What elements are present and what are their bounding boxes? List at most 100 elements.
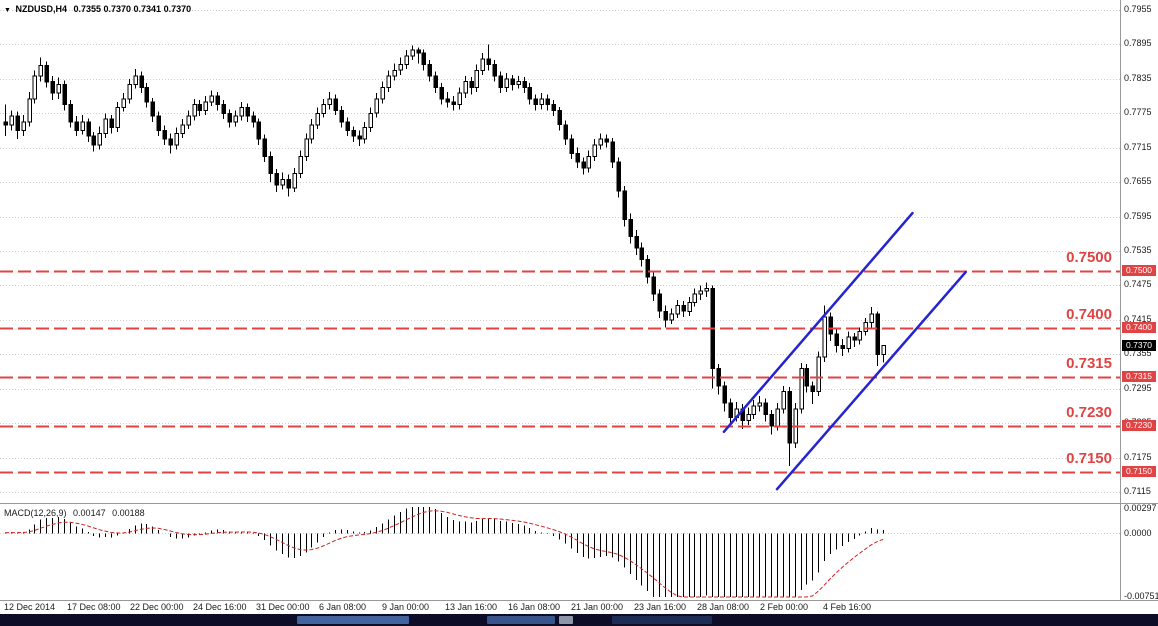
- candle-body: [651, 276, 656, 295]
- candle-body: [50, 81, 55, 94]
- candle-body: [628, 218, 633, 238]
- trend-channel-line[interactable]: [722, 211, 914, 434]
- candle-body: [197, 104, 202, 111]
- candle-body: [681, 305, 686, 312]
- time-axis-label: 17 Dec 08:00: [67, 602, 121, 612]
- candle-body: [592, 144, 597, 157]
- macd-tick-label: 0.00297: [1124, 502, 1157, 513]
- candle-body: [557, 109, 562, 126]
- candle-body: [315, 112, 320, 126]
- time-axis-label: 2 Feb 00:00: [760, 602, 809, 612]
- price-tick-label: 0.7175: [1124, 451, 1152, 462]
- candle-body: [309, 124, 314, 140]
- candle-body: [351, 130, 356, 137]
- candle-body: [634, 236, 639, 249]
- candle-body: [150, 101, 155, 117]
- candle-body: [692, 293, 697, 304]
- price-tick-label: 0.7715: [1124, 141, 1152, 152]
- taskbar-item[interactable]: [559, 616, 573, 624]
- candle-body: [804, 368, 809, 387]
- time-axis-label: 21 Jan 00:00: [571, 602, 624, 612]
- taskbar-item[interactable]: [487, 616, 555, 624]
- level-label: 0.7230: [1066, 404, 1112, 422]
- candle-body: [427, 64, 432, 77]
- candle-body: [598, 138, 603, 146]
- candle-body: [186, 115, 191, 126]
- candle-body: [62, 84, 67, 106]
- candle-body: [569, 138, 574, 154]
- candle-body: [144, 87, 149, 103]
- candle-body: [133, 75, 138, 86]
- time-axis-label: 6 Jan 08:00: [319, 602, 367, 612]
- candle-body: [433, 75, 438, 88]
- price-tick-label: 0.7835: [1124, 72, 1152, 83]
- price-tick-label: 0.7595: [1124, 210, 1152, 221]
- candle-body: [139, 75, 144, 88]
- time-axis-label: 24 Dec 16:00: [193, 602, 247, 612]
- candle-body: [746, 414, 751, 421]
- level-label: 0.7150: [1066, 449, 1112, 467]
- candle-body: [127, 84, 132, 100]
- candle-body: [616, 161, 621, 192]
- candle-body: [327, 98, 332, 106]
- price-tick-label: 0.7955: [1124, 4, 1152, 14]
- taskbar-item[interactable]: [297, 616, 409, 624]
- candle-body: [368, 112, 373, 129]
- candle-body: [722, 385, 727, 404]
- price-tick-label: 0.7895: [1124, 38, 1152, 49]
- taskbar-item[interactable]: [612, 616, 712, 624]
- candle-body: [457, 92, 462, 106]
- candle-body: [180, 124, 185, 134]
- candle-body: [374, 98, 379, 114]
- candle-body: [162, 130, 167, 140]
- candle-body: [80, 121, 85, 132]
- candle-body: [239, 107, 244, 117]
- candle-body: [445, 98, 450, 103]
- level-price-tag: 0.7230: [1122, 420, 1156, 432]
- candle-body: [492, 64, 497, 77]
- time-axis-label: 23 Jan 16:00: [634, 602, 687, 612]
- candle-body: [510, 78, 515, 86]
- candle-body: [439, 87, 444, 100]
- candle-body: [68, 104, 73, 123]
- candle-body: [262, 138, 267, 157]
- time-axis-label: 12 Dec 2014: [4, 602, 56, 612]
- price-tick-label: 0.7655: [1124, 176, 1152, 187]
- candle-body: [663, 310, 668, 321]
- level-price-tag: 0.7500: [1122, 265, 1156, 277]
- symbol-marker-icon: ▼: [4, 7, 11, 14]
- trend-channel-line[interactable]: [775, 270, 967, 491]
- candle-body: [245, 107, 250, 117]
- candle-body: [274, 173, 279, 186]
- candle-body: [787, 391, 792, 444]
- candle-body: [486, 58, 491, 65]
- price-tick-label: 0.7415: [1124, 313, 1152, 324]
- macd-signal-value: 0.00188: [112, 508, 145, 518]
- candle-body: [268, 155, 273, 175]
- candle-body: [91, 135, 96, 146]
- candle-body: [15, 115, 20, 131]
- candle-body: [498, 75, 503, 88]
- candle-body: [451, 101, 456, 106]
- candle-body: [639, 247, 644, 261]
- candle-body: [298, 155, 303, 175]
- candle-body: [404, 55, 409, 66]
- candle-body: [728, 402, 733, 418]
- symbol-timeframe-label: NZDUSD,H4: [15, 4, 67, 14]
- level-label: 0.7500: [1066, 249, 1112, 267]
- candle-body: [174, 132, 179, 146]
- candle-body: [421, 52, 426, 65]
- candle-body: [203, 101, 208, 111]
- candle-body: [863, 322, 868, 332]
- candle-body: [256, 121, 261, 140]
- macd-signal-line: [4, 510, 884, 598]
- price-tick-label: 0.7775: [1124, 107, 1152, 118]
- level-price-tag: 0.7315: [1122, 371, 1156, 383]
- candle-body: [763, 402, 768, 416]
- time-axis-label: 4 Feb 16:00: [823, 602, 872, 612]
- candle-body: [846, 336, 851, 350]
- candle-body: [799, 368, 804, 410]
- candle-body: [516, 81, 521, 86]
- candle-body: [687, 302, 692, 312]
